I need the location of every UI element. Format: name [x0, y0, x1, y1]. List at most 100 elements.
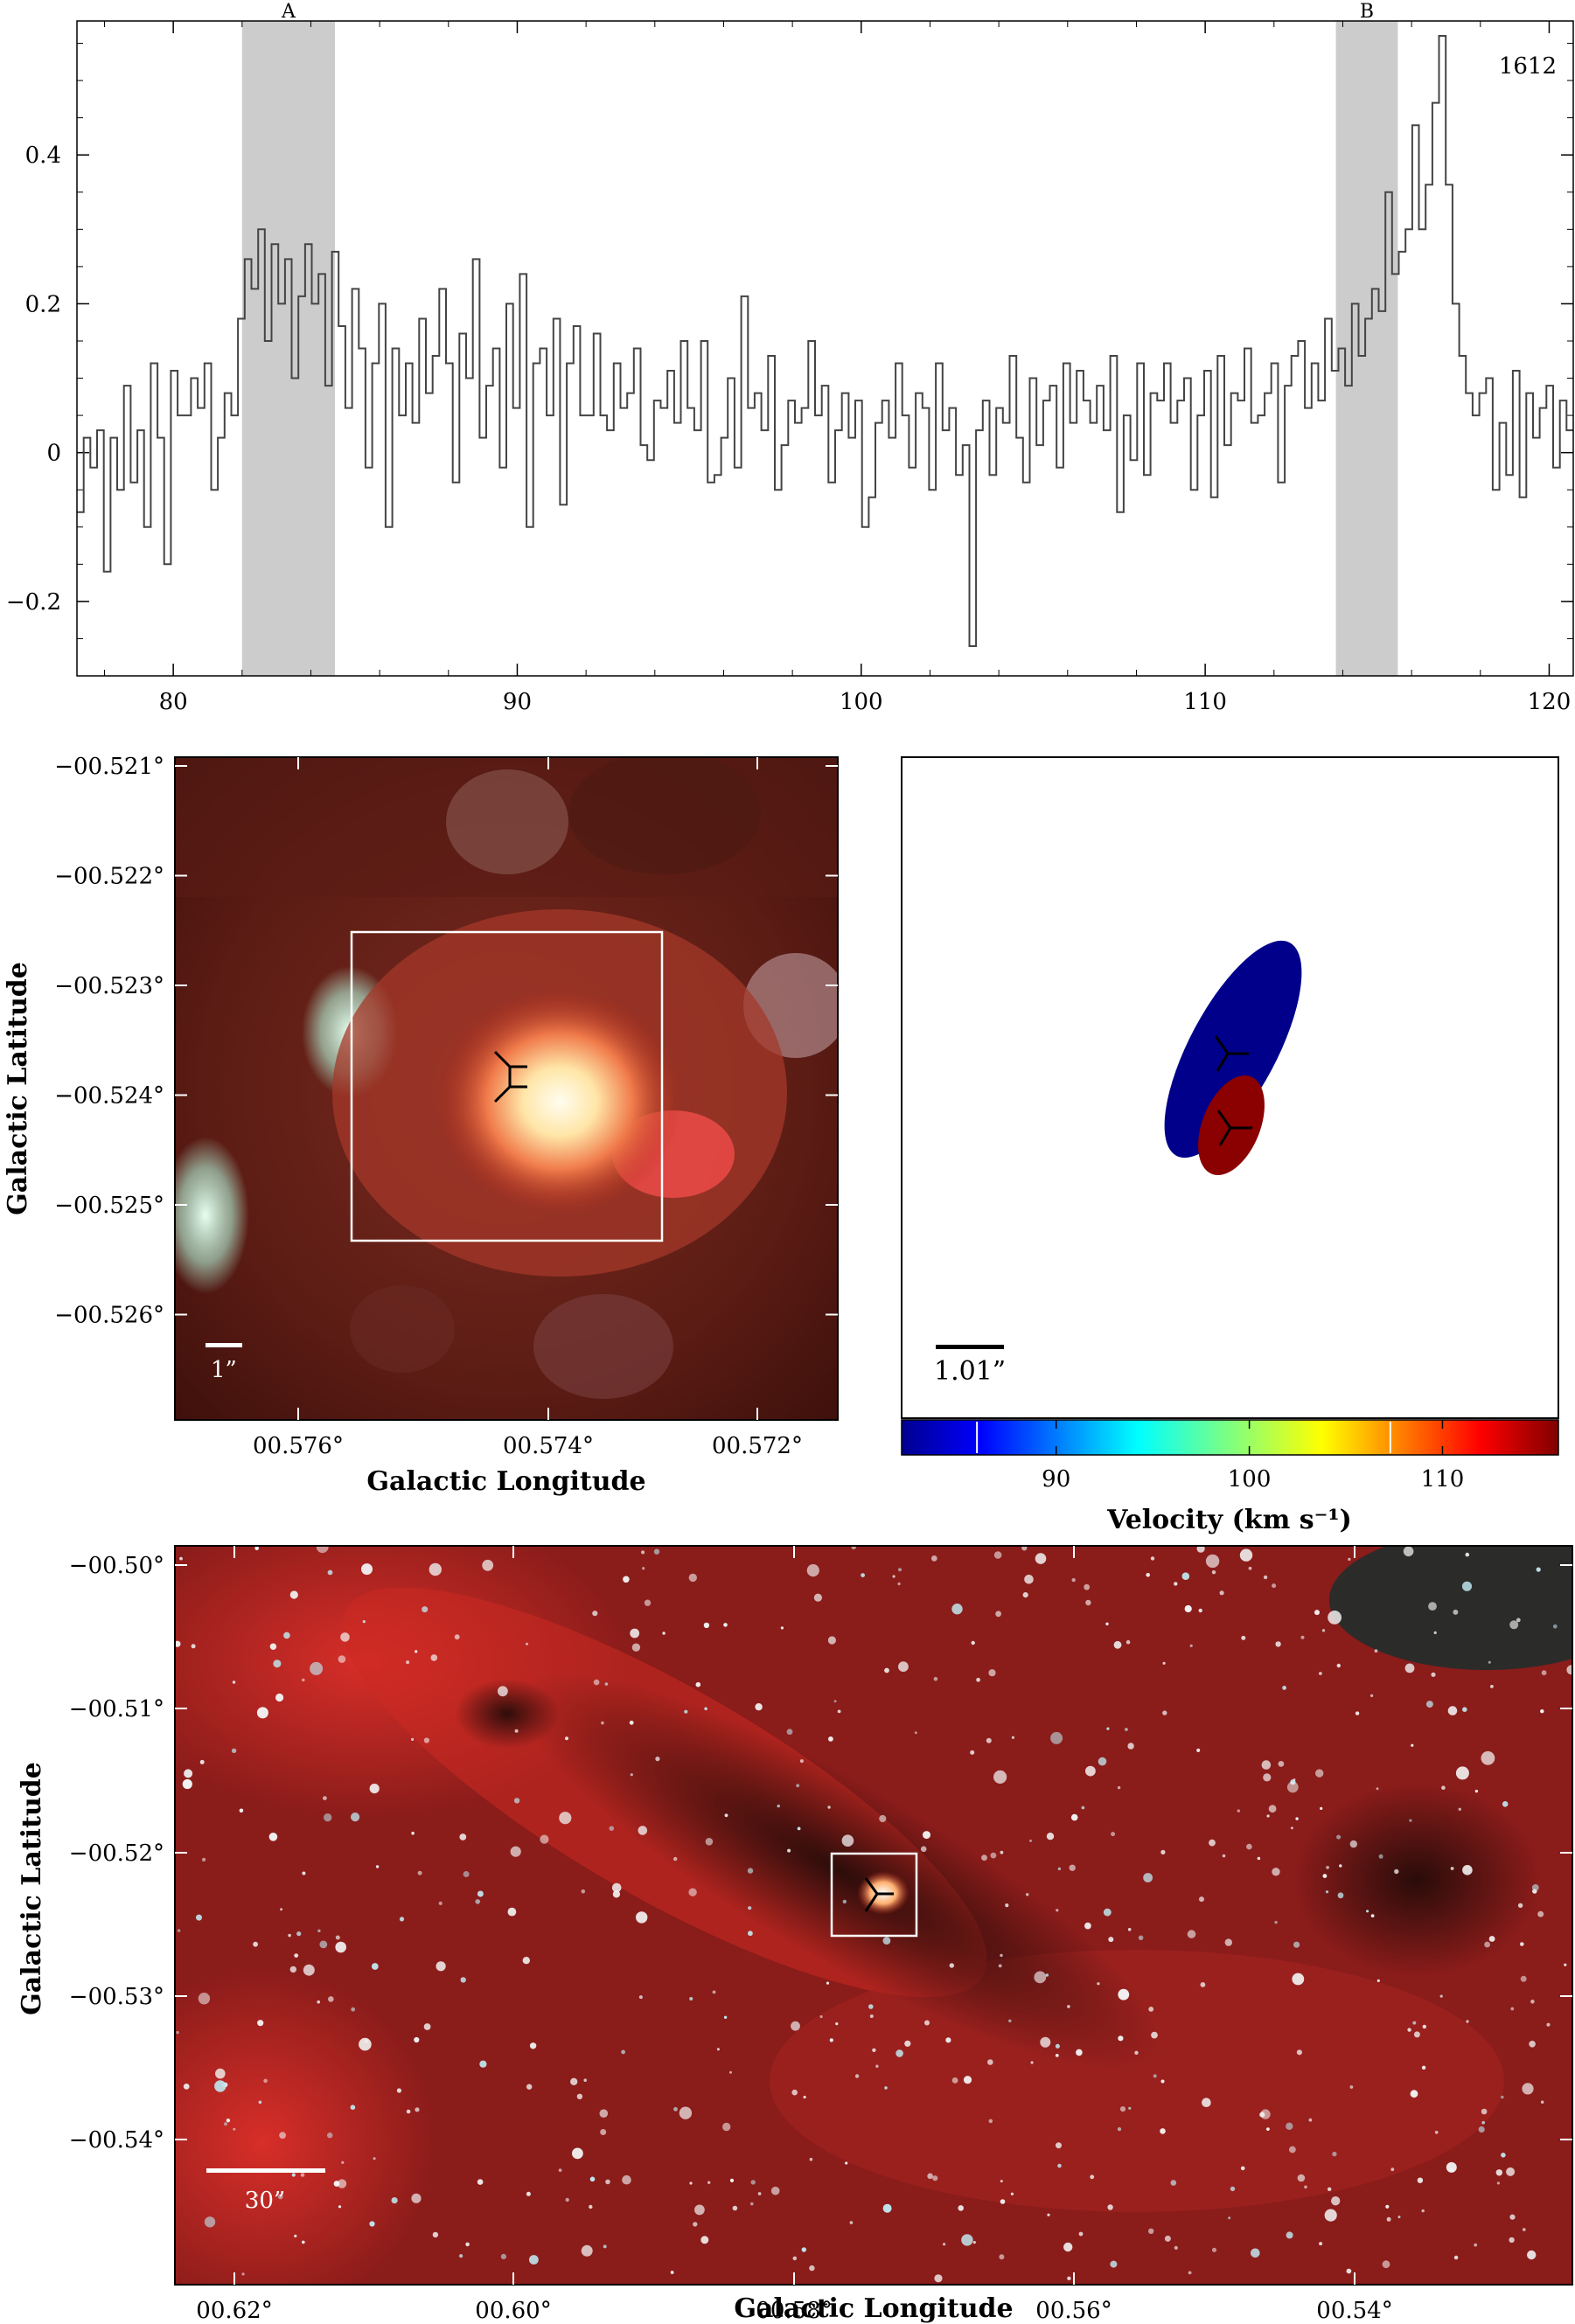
star	[1187, 1930, 1196, 1938]
star	[256, 1707, 268, 1719]
star	[792, 2256, 798, 2261]
star	[479, 2060, 487, 2068]
star	[1125, 1639, 1131, 1645]
star	[1251, 2248, 1260, 2258]
star	[930, 1555, 937, 1562]
star	[1308, 2118, 1313, 2122]
star	[231, 1748, 237, 1754]
zoom-y-title: Galactic Latitude	[3, 962, 33, 1215]
star	[1431, 1672, 1436, 1677]
star	[884, 2086, 888, 2090]
maser-marker-icon	[493, 1050, 527, 1103]
star	[459, 2254, 463, 2258]
star	[1320, 1806, 1323, 1810]
star	[1322, 1874, 1328, 1879]
velocity-map-panel: 1.01” 90 100 110 Velocity (km s⁻¹)	[901, 756, 1559, 1535]
x-tick-label: 90	[503, 689, 532, 715]
star	[201, 1857, 206, 1862]
star	[827, 1636, 837, 1645]
star	[684, 1709, 688, 1714]
star	[1138, 1935, 1144, 1941]
star	[604, 1682, 609, 1686]
star	[1382, 2260, 1390, 2269]
star	[396, 2088, 401, 2093]
star	[507, 1907, 517, 1917]
star	[1292, 1973, 1305, 1986]
star	[302, 2240, 305, 2244]
star	[621, 2049, 625, 2055]
zoom-image	[175, 757, 838, 1420]
star	[341, 2160, 345, 2164]
star	[712, 1990, 716, 1994]
star	[1040, 2036, 1051, 2048]
star	[1328, 1611, 1342, 1625]
star	[1272, 1583, 1277, 1589]
star	[1509, 1620, 1519, 1630]
star	[294, 1953, 299, 1959]
star	[837, 1709, 841, 1714]
star	[438, 1901, 443, 1905]
wide-y-tick-label: −00.53°	[69, 1984, 164, 2010]
star	[183, 2084, 190, 2090]
star	[423, 1737, 429, 1743]
star	[581, 2244, 593, 2257]
star	[351, 1813, 360, 1822]
star	[845, 2161, 848, 2165]
star	[241, 2272, 245, 2276]
star	[540, 1834, 549, 1844]
star	[558, 2168, 562, 2173]
star	[1164, 2235, 1171, 2242]
star	[1441, 1785, 1446, 1790]
star	[182, 1778, 192, 1790]
star	[1011, 1736, 1014, 1739]
star	[1010, 2192, 1014, 2195]
star	[1063, 2242, 1073, 2252]
star	[1278, 1761, 1285, 1767]
star	[463, 1871, 470, 1877]
star	[987, 2059, 993, 2065]
star	[1461, 1581, 1473, 1591]
zoom-x-title: Galactic Longitude	[366, 1466, 645, 1497]
star	[513, 1798, 520, 1804]
star	[335, 1941, 347, 1953]
star	[1520, 1975, 1527, 1982]
star	[642, 1567, 645, 1570]
star	[1541, 1670, 1547, 1676]
star	[1174, 1582, 1178, 1586]
star	[1286, 2231, 1293, 2239]
star	[522, 1957, 530, 1965]
star	[1422, 2024, 1427, 2029]
star	[1409, 1819, 1412, 1822]
star	[729, 2070, 732, 2074]
wide-y-tick-label: −00.50°	[69, 1553, 164, 1579]
star	[638, 1826, 648, 1835]
star	[1455, 1766, 1469, 1780]
star	[722, 2122, 731, 2132]
star	[1517, 1903, 1523, 1908]
star	[1084, 1583, 1091, 1590]
highlight-label-B: B	[1360, 1, 1374, 23]
star	[600, 2129, 607, 2135]
star	[565, 1736, 568, 1741]
star	[1050, 1731, 1063, 1744]
star	[1198, 1608, 1202, 1613]
star	[1450, 1867, 1454, 1870]
star	[1304, 2185, 1307, 2189]
star	[934, 2274, 943, 2283]
star	[679, 2106, 693, 2119]
star	[673, 2106, 678, 2112]
star	[799, 1759, 804, 1764]
star	[414, 2036, 420, 2043]
star	[780, 1626, 784, 1630]
star	[1246, 1843, 1252, 1850]
star	[1449, 2167, 1454, 2173]
star	[1108, 1937, 1114, 1943]
star	[391, 2197, 398, 2204]
star	[695, 1681, 701, 1687]
star	[861, 1573, 865, 1577]
star	[369, 2221, 375, 2227]
star	[362, 1620, 366, 1624]
star	[1413, 2031, 1420, 2038]
star	[1268, 1805, 1277, 1813]
star	[1282, 1686, 1286, 1690]
